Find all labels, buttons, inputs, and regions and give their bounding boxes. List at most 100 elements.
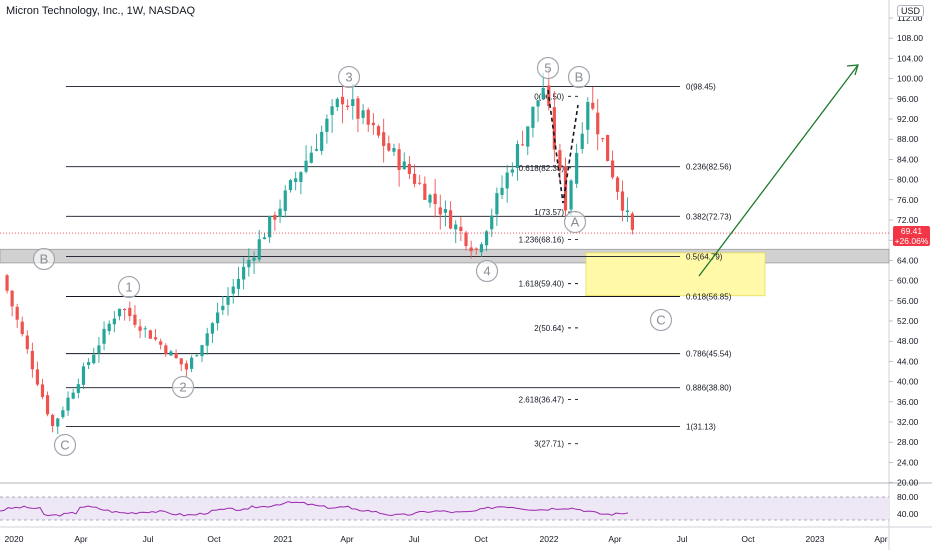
- wave-label-circle: [32, 247, 56, 271]
- fib-extension-label: 0.618(82.33): [519, 164, 565, 173]
- fib-extension-label: 1(73.57): [534, 208, 564, 217]
- rsi-tick-label: 40.00: [897, 509, 919, 519]
- candle-body: [247, 259, 251, 268]
- rsi-band: [0, 497, 889, 520]
- candle-body: [615, 177, 620, 192]
- candle-body: [40, 384, 45, 397]
- wave-label: 2: [179, 380, 186, 395]
- candle-body: [190, 357, 194, 369]
- candle-body: [392, 148, 396, 152]
- candle-body: [371, 122, 375, 126]
- candle-body: [174, 353, 178, 359]
- candle-body: [569, 180, 573, 210]
- candle-body: [288, 180, 293, 191]
- candle-body: [226, 296, 230, 305]
- price-tick-label: 64.00: [897, 255, 919, 265]
- currency-badge[interactable]: USD: [896, 5, 924, 17]
- candle-body: [469, 247, 473, 252]
- candle-body: [87, 362, 91, 366]
- candle-body: [5, 275, 9, 291]
- candle-body: [179, 358, 183, 365]
- candle-body: [387, 143, 391, 151]
- fib-retracement-label: 0.382(72.73): [686, 212, 732, 221]
- fib-retracement-label: 0.786(45.54): [686, 350, 732, 359]
- candle-body: [610, 160, 615, 178]
- time-tick-label: 2021: [274, 534, 293, 544]
- candle-body: [351, 99, 355, 107]
- wave-label: A: [571, 215, 580, 230]
- candle-body: [278, 208, 282, 217]
- wave-label-circle: [567, 65, 591, 89]
- wave-label-circle: [475, 259, 499, 283]
- price-tick-label: 48.00: [897, 336, 919, 346]
- price-tick-label: 96.00: [897, 94, 919, 104]
- candle-body: [81, 366, 86, 385]
- wave-label-circle: [171, 375, 195, 399]
- candle-body: [242, 266, 246, 280]
- wave-label-circle: [117, 275, 141, 299]
- price-axis[interactable]: 112.00 108.00 104.00 100.00 96.00 92.00 88.00 8…: [889, 13, 923, 488]
- wave-label-circle: [649, 308, 673, 332]
- candle-body: [268, 216, 272, 238]
- wave-label-circle: [536, 56, 560, 80]
- candle-body: [541, 88, 545, 99]
- time-tick-label: 2023: [806, 534, 825, 544]
- candle-body: [407, 164, 411, 174]
- price-tick-label: 20.00: [897, 478, 919, 488]
- candle-body: [76, 384, 80, 393]
- price-tick-label: 36.00: [897, 397, 919, 407]
- wave-label: 4: [483, 264, 490, 279]
- candle-body: [61, 410, 65, 418]
- candle-body: [184, 363, 188, 370]
- candle-body: [128, 307, 132, 317]
- candle-body: [340, 96, 345, 105]
- candle-body: [153, 337, 158, 340]
- wave-label-circle: [563, 210, 587, 234]
- candle-body: [591, 102, 595, 109]
- candle-body: [164, 345, 168, 355]
- time-tick-label: Oct: [474, 534, 488, 544]
- time-tick-label: 2020: [5, 534, 24, 544]
- wave-label: C: [656, 313, 665, 328]
- candle-body: [148, 330, 152, 339]
- candle-body: [195, 355, 199, 357]
- time-tick-label: Jul: [143, 534, 154, 544]
- candle-body: [418, 182, 422, 184]
- candle-body: [356, 98, 360, 119]
- candle-body: [252, 257, 256, 261]
- chart-title: Micron Technology, Inc., 1W, NASDAQ: [6, 5, 196, 17]
- candle-body: [143, 328, 147, 330]
- candle-body: [138, 326, 142, 331]
- candle-body: [51, 414, 55, 426]
- candle-body: [361, 110, 365, 118]
- candle-body: [454, 224, 458, 230]
- candle-body: [205, 333, 209, 346]
- candle-body: [552, 107, 556, 150]
- price-tick-label: 76.00: [897, 195, 919, 205]
- fib-retracement-label: 0.886(38.80): [686, 384, 732, 393]
- candle-body: [10, 290, 14, 307]
- candle-body: [159, 341, 163, 345]
- candle-body: [474, 248, 478, 250]
- candle-body: [283, 190, 287, 211]
- candle-body: [25, 335, 29, 350]
- candle-body: [558, 150, 562, 169]
- wave-label: 1: [125, 280, 132, 295]
- candle-body: [443, 208, 448, 213]
- price-tick-label: 104.00: [897, 53, 923, 63]
- price-tick-label: 60.00: [897, 276, 919, 286]
- candle-body: [299, 172, 303, 182]
- fib-retracement-label: 1(31.13): [686, 422, 716, 431]
- price-tick-label: 88.00: [897, 134, 919, 144]
- fib-retracement-label: 0.236(82.56): [686, 163, 732, 172]
- wave-label-circle: [53, 433, 77, 457]
- candle-body: [56, 418, 60, 427]
- candle-body: [97, 345, 101, 354]
- candle-body: [428, 194, 432, 203]
- fib-extension-label: 1.236(68.16): [519, 235, 565, 244]
- candle-body: [412, 173, 417, 184]
- candle-body: [210, 323, 215, 334]
- time-axis[interactable]: 2020 Apr Jul Oct 2021 Apr Jul Oct 2022 Apr Jul Oct 2…: [5, 534, 888, 544]
- time-tick-label: 2022: [540, 534, 559, 544]
